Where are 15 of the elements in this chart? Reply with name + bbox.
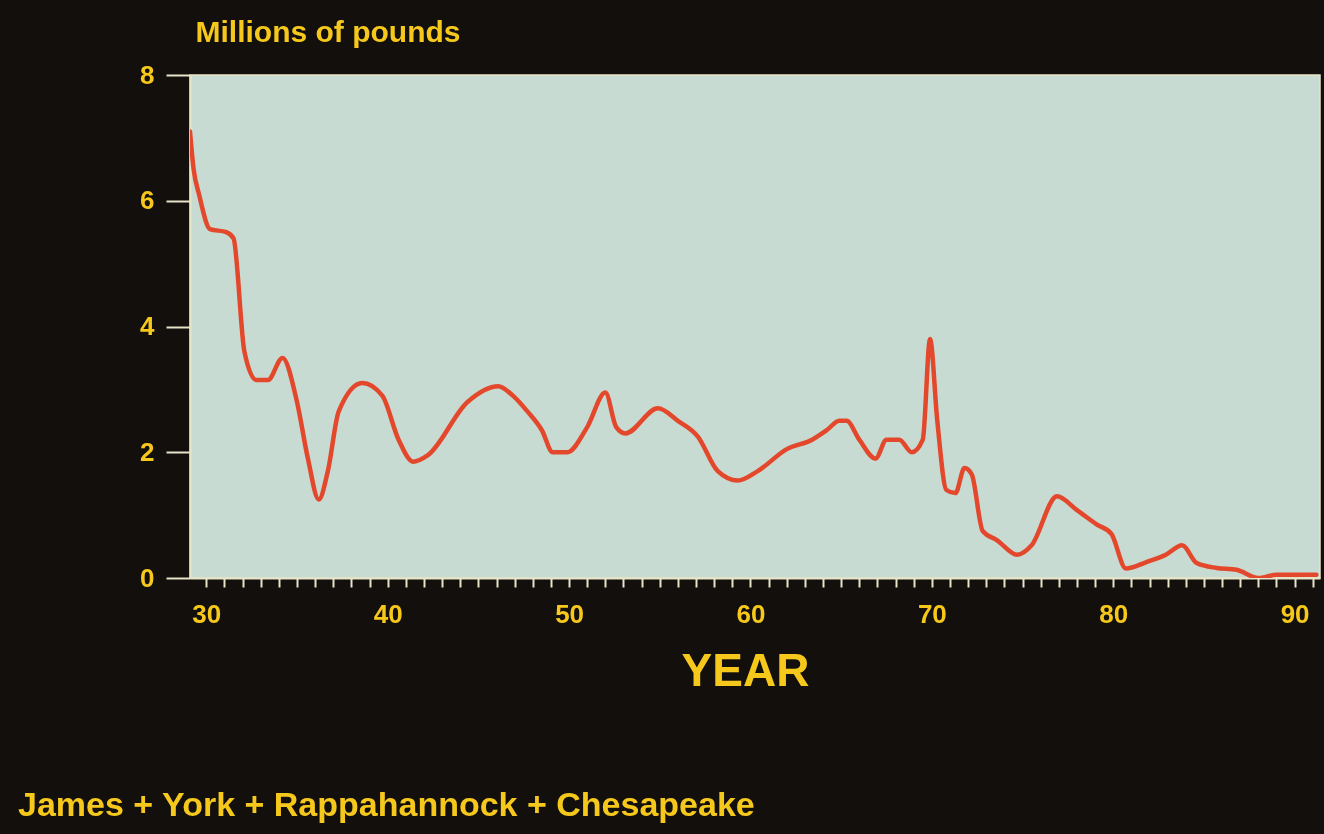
x-tick-label: 80 (1099, 598, 1129, 629)
x-axis-title: YEAR (681, 643, 810, 696)
y-axis-title: Millions of pounds (195, 14, 461, 48)
x-tick-label: 30 (192, 598, 222, 629)
y-tick-label: 0 (140, 562, 155, 593)
y-tick-label: 6 (140, 185, 155, 216)
x-tick-label: 50 (555, 598, 585, 629)
x-tick-label: 70 (917, 598, 947, 629)
y-tick-label: 4 (140, 311, 156, 341)
y-tick-label: 2 (140, 436, 155, 467)
text: James + York + Rappahannock + Chesapeake (18, 785, 755, 823)
x-tick-label: 40 (373, 598, 403, 629)
y-tick-label: 8 (140, 59, 155, 90)
x-tick-label: 60 (736, 598, 766, 629)
x-tick-label: 90 (1280, 598, 1310, 629)
